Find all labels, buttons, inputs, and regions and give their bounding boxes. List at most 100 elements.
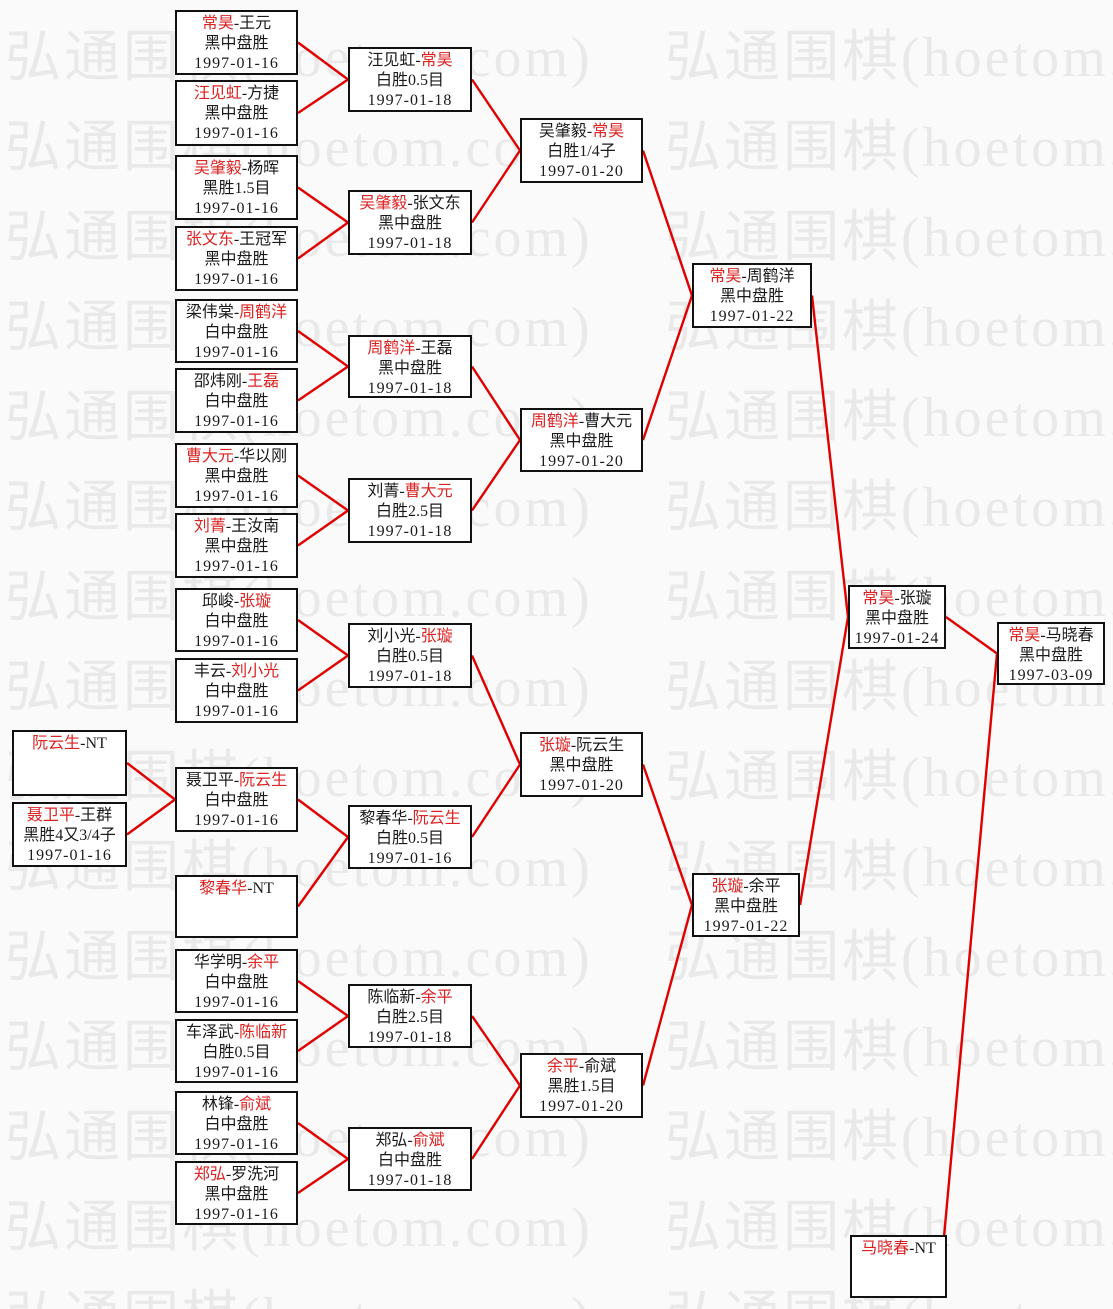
match-players: 汪见虹-方捷 — [177, 84, 296, 104]
watermark-text: 弘通围棋(hoetom.com) — [665, 477, 1113, 539]
connector-line — [297, 1158, 349, 1194]
connector-line — [471, 149, 521, 224]
player-name: 刘小光 — [367, 628, 416, 645]
match-box[interactable]: 汪见虹-方捷 黑中盘胜 1997-01-16 — [175, 80, 298, 146]
match-players: 张文东-王冠军 — [177, 230, 296, 250]
match-box[interactable]: 林锋-俞斌 白中盘胜 1997-01-16 — [175, 1091, 298, 1155]
match-result: 白中盘胜 — [204, 974, 269, 991]
match-result: 白中盘胜 — [204, 393, 269, 410]
match-players: 汪见虹-常昊 — [350, 51, 470, 71]
winner-name: 周鹤洋 — [367, 340, 416, 357]
match-date: 1997-01-20 — [539, 777, 624, 794]
match-box[interactable]: 刘菁-王汝南 黑中盘胜 1997-01-16 — [175, 513, 298, 578]
match-box[interactable]: 周鹤洋-曹大元 黑中盘胜 1997-01-20 — [520, 408, 643, 472]
watermark-text: 弘通围棋(hoetom.com) — [665, 387, 1113, 449]
player-name: NT — [252, 880, 274, 897]
match-date: 1997-01-18 — [367, 1172, 453, 1189]
match-box[interactable]: 常昊-王元 黑中盘胜 1997-01-16 — [175, 10, 298, 75]
match-players: 邱峻-张璇 — [177, 592, 296, 612]
connector-line — [297, 186, 349, 224]
name-separator: - — [570, 737, 577, 754]
match-players: 郑弘-罗洗河 — [177, 1165, 296, 1185]
match-date: 1997-01-16 — [27, 847, 112, 864]
connector-line — [297, 474, 349, 512]
match-players: 郑弘-俞斌 — [350, 1131, 470, 1151]
match-date: 1997-01-16 — [194, 558, 279, 575]
match-date: 1997-01-24 — [854, 630, 940, 647]
match-box[interactable]: 郑弘-俞斌 白中盘胜 1997-01-18 — [348, 1127, 472, 1191]
connector-line — [810, 295, 850, 618]
match-box[interactable]: 吴肇毅-常昊 白胜1/4子 1997-01-20 — [520, 118, 643, 183]
match-box[interactable]: 曹大元-华以刚 黑中盘胜 1997-01-16 — [175, 443, 298, 508]
match-result: 白中盘胜 — [204, 613, 269, 630]
winner-name: 张璇 — [538, 737, 571, 754]
match-box[interactable]: 马晓春-NT — [850, 1235, 947, 1298]
winner-name: 张文东 — [185, 231, 234, 248]
match-box[interactable]: 聂卫平-阮云生 白中盘胜 1997-01-16 — [175, 767, 298, 832]
match-box[interactable]: 丰云-刘小光 白中盘胜 1997-01-16 — [175, 658, 298, 723]
connector-line — [297, 980, 349, 1017]
match-box[interactable]: 张文东-王冠军 黑中盘胜 1997-01-16 — [175, 226, 298, 291]
match-box[interactable]: 张璇-阮云生 黑中盘胜 1997-01-20 — [520, 732, 643, 797]
match-box[interactable]: 吴肇毅-张文东 黑中盘胜 1997-01-18 — [348, 190, 472, 255]
match-box[interactable]: 常昊-张璇 黑中盘胜 1997-01-24 — [848, 585, 946, 649]
watermark-text: 弘通围棋(hoetom.com) — [665, 207, 1113, 269]
match-players: 常昊-张璇 — [850, 589, 944, 609]
connector-line — [126, 762, 176, 801]
match-box[interactable]: 汪见虹-常昊 白胜0.5目 1997-01-18 — [348, 47, 472, 112]
match-box[interactable]: 郑弘-罗洗河 黑中盘胜 1997-01-16 — [175, 1161, 298, 1225]
match-box[interactable]: 陈临新-余平 白胜2.5目 1997-01-18 — [348, 984, 472, 1048]
match-players: 车泽武-陈临新 — [177, 1023, 296, 1043]
winner-name: 余平 — [247, 954, 280, 971]
watermark-text: 弘通围棋(hoetom.com) — [5, 567, 593, 629]
match-players: 刘菁-曹大元 — [350, 482, 470, 502]
player-name: 丰云 — [193, 663, 226, 680]
match-box[interactable]: 周鹤洋-王磊 黑中盘胜 1997-01-18 — [348, 335, 472, 398]
winner-name: 常昊 — [862, 590, 895, 607]
match-box[interactable]: 车泽武-陈临新 白胜0.5目 1997-01-16 — [175, 1019, 298, 1083]
match-box[interactable]: 余平-俞斌 黑胜1.5目 1997-01-20 — [520, 1053, 643, 1118]
match-box[interactable]: 张璇-余平 黑中盘胜 1997-01-22 — [692, 873, 800, 937]
name-separator: - — [741, 268, 747, 285]
name-separator: - — [233, 1024, 240, 1041]
match-players: 林锋-俞斌 — [177, 1095, 296, 1115]
match-box[interactable]: 梁伟棠-周鹤洋 白中盘胜 1997-01-16 — [175, 299, 298, 363]
match-result: 黑中盘胜 — [204, 35, 269, 52]
match-box[interactable]: 阮云生-NT — [12, 730, 127, 796]
winner-name: 陈临新 — [239, 1024, 288, 1041]
match-box[interactable]: 刘小光-张璇 白胜0.5目 1997-01-18 — [348, 623, 472, 688]
match-box[interactable]: 刘菁-曹大元 白胜2.5目 1997-01-18 — [348, 478, 472, 543]
watermark-text: 弘通围棋(hoetom.com) — [5, 477, 593, 539]
match-date: 1997-01-16 — [194, 812, 279, 829]
player-name: 方捷 — [247, 85, 280, 102]
match-box[interactable]: 聂卫平-王群 黑胜4又3/4子 1997-01-16 — [12, 802, 127, 867]
match-box[interactable]: 吴肇毅-杨晖 黑胜1.5目 1997-01-16 — [175, 155, 298, 220]
match-date: 1997-01-16 — [194, 633, 279, 650]
match-result: 黑中盘胜 — [204, 105, 269, 122]
name-separator: - — [909, 1240, 915, 1257]
match-date: 1997-01-16 — [194, 488, 279, 505]
winner-name: 吴肇毅 — [193, 160, 242, 177]
match-box[interactable]: 常昊-周鹤洋 黑中盘胜 1997-01-22 — [692, 263, 812, 328]
winner-name: 王磊 — [247, 373, 280, 390]
match-box[interactable]: 邵炜刚-王磊 白中盘胜 1997-01-16 — [175, 368, 298, 433]
match-box[interactable]: 黎春华-NT — [175, 875, 298, 938]
match-date: 1997-01-16 — [367, 850, 453, 867]
name-separator: - — [415, 52, 421, 69]
match-result: 黑胜1.5目 — [202, 180, 271, 197]
player-name: 梁伟棠 — [185, 304, 234, 321]
match-result: 黑中盘胜 — [549, 433, 614, 450]
name-separator: - — [225, 518, 232, 535]
match-players: 吴肇毅-张文东 — [350, 194, 470, 214]
match-players: 吴肇毅-常昊 — [522, 122, 641, 142]
match-box[interactable]: 邱峻-张璇 白中盘胜 1997-01-16 — [175, 588, 298, 652]
connector-line — [471, 439, 521, 512]
match-box[interactable]: 华学明-余平 白中盘胜 1997-01-16 — [175, 949, 298, 1013]
winner-name: 常昊 — [592, 123, 625, 140]
connector-line — [470, 1084, 522, 1160]
match-box[interactable]: 常昊-马晓春 黑中盘胜 1997-03-09 — [997, 622, 1105, 685]
name-separator: - — [241, 373, 248, 390]
winner-name: 周鹤洋 — [530, 413, 579, 430]
match-players: 梁伟棠-周鹤洋 — [177, 303, 296, 323]
match-box[interactable]: 黎春华-阮云生 白胜0.5目 1997-01-16 — [348, 805, 472, 869]
